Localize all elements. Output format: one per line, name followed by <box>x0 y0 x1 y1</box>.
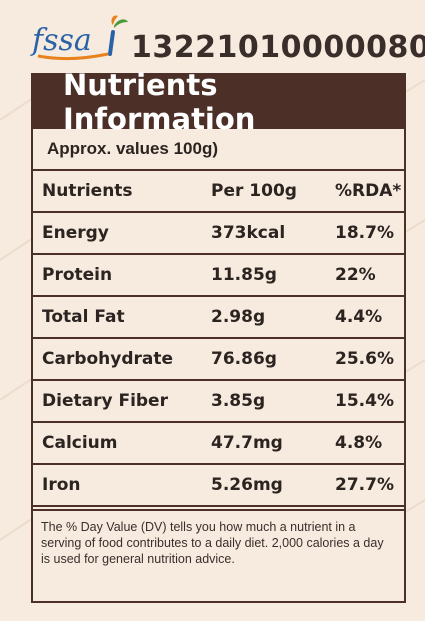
svg-text:fssa: fssa <box>30 23 92 58</box>
nutrient-name: Protein <box>33 254 202 297</box>
nutrient-name: Carbohydrate <box>33 338 202 381</box>
nutrient-amount: 5.26mg <box>202 464 326 507</box>
nutrient-rda: 4.8% <box>326 422 404 465</box>
nutrient-name: Total Fat <box>33 296 202 339</box>
table-row: Iron 5.26mg 27.7% <box>33 464 404 507</box>
table-header-row: Nutrients Per 100g %RDA* <box>33 171 404 213</box>
approx-values-label: Approx. values 100g) <box>33 129 404 171</box>
nutrient-amount: 76.86g <box>202 338 326 381</box>
nutrition-panel: Nutrients Information Approx. values 100… <box>31 68 406 603</box>
nutrient-amount: 373kcal <box>202 212 326 255</box>
table-row: Total Fat 2.98g 4.4% <box>33 296 404 339</box>
daily-value-footnote: The % Day Value (DV) tells you how much … <box>33 509 404 567</box>
nutrient-amount: 11.85g <box>202 254 326 297</box>
nutrient-rda: 22% <box>326 254 404 297</box>
table-row: Carbohydrate 76.86g 25.6% <box>33 338 404 381</box>
nutrition-table: Nutrients Per 100g %RDA* Energy 373kcal … <box>33 171 404 507</box>
table-row: Dietary Fiber 3.85g 15.4% <box>33 380 404 423</box>
header: fssa 13221010000080 <box>30 8 425 70</box>
table-row: Protein 11.85g 22% <box>33 254 404 297</box>
nutrient-name: Iron <box>33 464 202 507</box>
nutrient-rda: 15.4% <box>326 380 404 423</box>
nutrient-rda: 18.7% <box>326 212 404 255</box>
panel-title: Nutrients Information <box>33 68 404 136</box>
table-row: Calcium 47.7mg 4.8% <box>33 422 404 465</box>
fssai-license-number: 13221010000080 <box>131 30 425 65</box>
nutrient-name: Dietary Fiber <box>33 380 202 423</box>
nutrient-amount: 3.85g <box>202 380 326 423</box>
column-header-rda: %RDA* <box>326 171 404 213</box>
nutrient-rda: 27.7% <box>326 464 404 507</box>
fssai-logo: fssa <box>30 15 128 61</box>
column-header-per-100g: Per 100g <box>202 171 326 213</box>
nutrient-rda: 4.4% <box>326 296 404 339</box>
nutrient-name: Calcium <box>33 422 202 465</box>
nutrient-name: Energy <box>33 212 202 255</box>
table-row: Energy 373kcal 18.7% <box>33 212 404 255</box>
nutrient-amount: 47.7mg <box>202 422 326 465</box>
column-header-nutrients: Nutrients <box>33 171 202 213</box>
nutrient-rda: 25.6% <box>326 338 404 381</box>
nutrient-amount: 2.98g <box>202 296 326 339</box>
